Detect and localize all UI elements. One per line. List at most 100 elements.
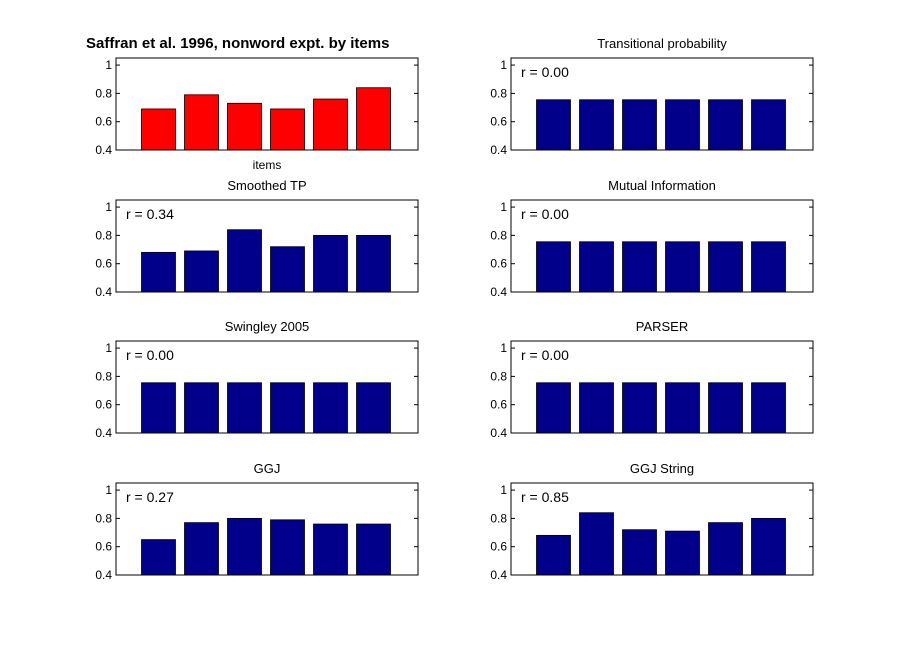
- ytick-label: 0.4: [490, 568, 507, 582]
- bar-3: [622, 529, 657, 576]
- subplot-title: Transitional probability: [597, 36, 727, 51]
- bar-5: [313, 523, 348, 576]
- bar-6: [751, 382, 786, 434]
- ytick-label: 0.8: [490, 369, 507, 383]
- bar-3: [227, 102, 262, 151]
- bar-5: [313, 234, 348, 293]
- bar-4: [665, 382, 700, 434]
- bar-6: [356, 382, 391, 434]
- bar-6: [751, 241, 786, 293]
- bar-2: [184, 522, 219, 576]
- ytick-label: 0.8: [490, 86, 507, 100]
- ytick-label: 0.4: [95, 285, 112, 299]
- bar-4: [270, 382, 305, 434]
- ytick-label: 0.8: [95, 369, 112, 383]
- bar-1: [536, 534, 571, 576]
- ytick-label: 0.4: [95, 568, 112, 582]
- correlation-label: r = 0.00: [521, 64, 569, 80]
- ytick-label: 0.4: [490, 285, 507, 299]
- bar-4: [665, 241, 700, 293]
- ytick-label: 0.4: [95, 426, 112, 440]
- subplot-title: Swingley 2005: [225, 319, 310, 334]
- ytick-label: 1: [500, 200, 507, 214]
- bar-4: [270, 246, 305, 293]
- bar-2: [184, 94, 219, 151]
- correlation-label: r = 0.00: [521, 347, 569, 363]
- bar-6: [356, 234, 391, 293]
- bar-2: [579, 99, 614, 151]
- bar-5: [708, 382, 743, 434]
- bar-1: [141, 251, 176, 293]
- bar-5: [708, 241, 743, 293]
- bar-5: [708, 522, 743, 576]
- bar-4: [665, 99, 700, 151]
- ytick-label: 1: [105, 483, 112, 497]
- bar-6: [356, 87, 391, 151]
- correlation-label: r = 0.34: [126, 206, 174, 222]
- bar-4: [270, 519, 305, 576]
- subplot-2: 0.4 0.6 0.8 1 Transitional probability r = 0.…: [490, 36, 814, 157]
- ytick-label: 1: [105, 58, 112, 72]
- subplot-title: Mutual Information: [608, 178, 716, 193]
- correlation-label: r = 0.00: [126, 347, 174, 363]
- bar-6: [751, 99, 786, 151]
- ytick-label: 0.4: [490, 426, 507, 440]
- ytick-label: 0.6: [95, 398, 112, 412]
- ytick-label: 0.6: [95, 115, 112, 129]
- bar-1: [536, 241, 571, 293]
- correlation-label: r = 0.00: [521, 206, 569, 222]
- ytick-label: 1: [105, 200, 112, 214]
- subplot-4: 0.4 0.6 0.8 1 Mutual Information r = 0.00: [490, 178, 814, 299]
- ytick-label: 0.8: [95, 228, 112, 242]
- ytick-label: 0.6: [95, 257, 112, 271]
- subplot-6: 0.4 0.6 0.8 1 PARSER r = 0.00: [490, 319, 814, 440]
- subplot-title: GGJ: [254, 461, 281, 476]
- ytick-label: 1: [500, 341, 507, 355]
- correlation-label: r = 0.27: [126, 489, 174, 505]
- ytick-label: 0.8: [490, 228, 507, 242]
- bar-5: [313, 98, 348, 151]
- subplot-8: 0.4 0.6 0.8 1 GGJ String r = 0.85: [490, 461, 814, 582]
- subplot-title: PARSER: [636, 319, 689, 334]
- subplot-title: Saffran et al. 1996, nonword expt. by it…: [86, 35, 389, 52]
- bar-2: [184, 250, 219, 293]
- ytick-label: 0.8: [95, 86, 112, 100]
- bar-3: [227, 382, 262, 434]
- ytick-label: 0.4: [490, 143, 507, 157]
- bar-4: [665, 530, 700, 576]
- ytick-label: 1: [500, 58, 507, 72]
- bar-3: [622, 99, 657, 151]
- subplot-title: Smoothed TP: [227, 178, 306, 193]
- bar-3: [227, 517, 262, 576]
- ytick-label: 0.6: [490, 398, 507, 412]
- ytick-label: 0.8: [490, 511, 507, 525]
- ytick-label: 0.6: [490, 540, 507, 554]
- ytick-label: 0.6: [490, 115, 507, 129]
- correlation-label: r = 0.85: [521, 489, 569, 505]
- bar-1: [141, 539, 176, 576]
- subplot-title: GGJ String: [630, 461, 694, 476]
- bar-1: [141, 382, 176, 434]
- subplot-7: 0.4 0.6 0.8 1 GGJ r = 0.27: [95, 461, 419, 582]
- bar-2: [579, 382, 614, 434]
- ytick-label: 0.6: [490, 257, 507, 271]
- ytick-label: 1: [105, 341, 112, 355]
- bar-6: [356, 523, 391, 576]
- bar-2: [579, 512, 614, 576]
- bar-3: [622, 382, 657, 434]
- ytick-label: 0.4: [95, 143, 112, 157]
- ytick-label: 1: [500, 483, 507, 497]
- bar-3: [622, 241, 657, 293]
- bar-1: [536, 382, 571, 434]
- bar-3: [227, 229, 262, 293]
- bar-4: [270, 108, 305, 151]
- bar-6: [751, 517, 786, 576]
- subplot-5: 0.4 0.6 0.8 1 Swingley 2005 r = 0.00: [95, 319, 419, 440]
- x-axis-label: items: [253, 158, 282, 172]
- bar-2: [579, 241, 614, 293]
- ytick-label: 0.8: [95, 511, 112, 525]
- subplot-1: 0.4 0.6 0.8 1 Saffran et al. 1996, nonword e…: [86, 35, 419, 172]
- bar-2: [184, 382, 219, 434]
- bar-5: [708, 99, 743, 151]
